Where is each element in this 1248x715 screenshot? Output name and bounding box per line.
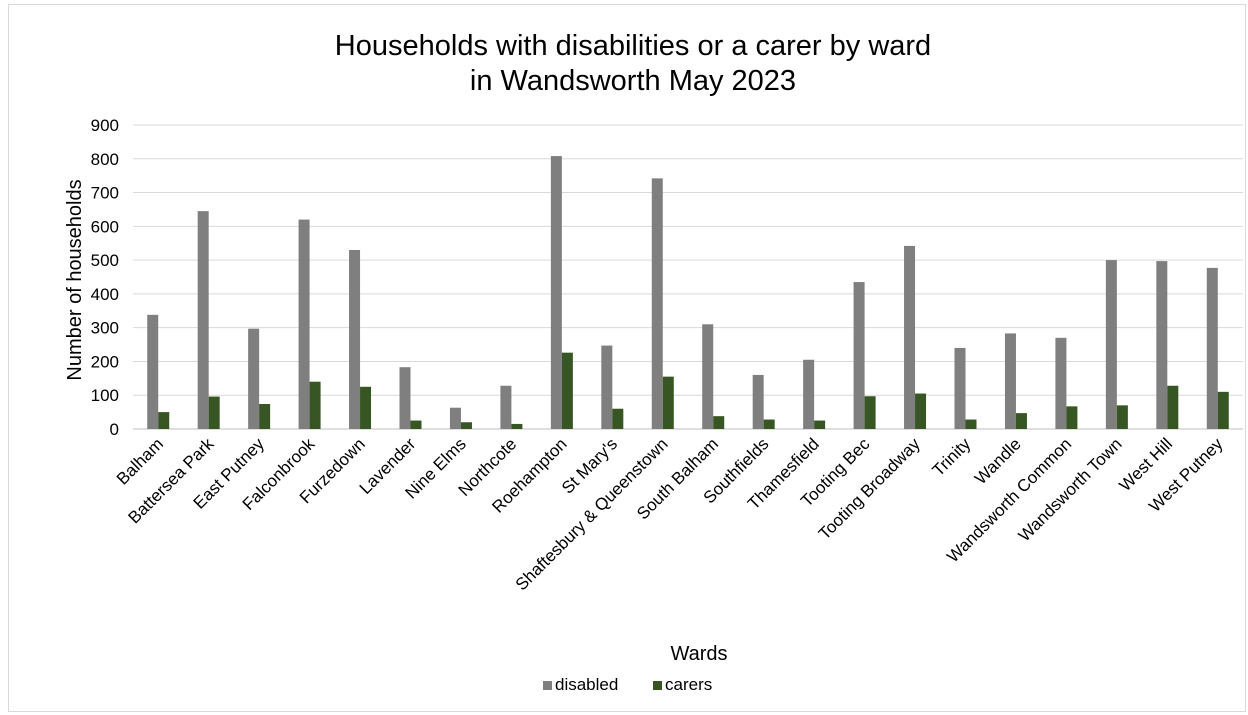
bar-carers-4 [360,386,372,429]
chart-title: Households with disabilities or a carer … [335,30,931,62]
bar-carers-20 [1167,385,1179,429]
bar-carers-9 [612,408,624,429]
bar-carers-21 [1217,391,1229,429]
bar-disabled-18 [1055,337,1067,429]
bar-carers-18 [1066,406,1078,429]
bar-disabled-20 [1156,261,1168,429]
bar-carers-10 [662,376,674,429]
bar-carers-13 [814,420,826,429]
x-tick-label: Battersea Park [125,434,218,527]
chart-subtitle: in Wandsworth May 2023 [470,65,796,97]
bar-carers-17 [1015,413,1027,429]
bar-carers-2 [259,404,271,429]
bar-disabled-11 [702,324,714,429]
legend-swatch-carers [653,681,662,690]
legend: disabled carers [543,675,712,694]
chart-frame: Households with disabilities or a carer … [8,4,1246,712]
x-tick-label: Trinity [929,434,975,480]
bar-carers-12 [763,419,775,429]
y-tick-label: 0 [110,420,119,439]
y-tick-label: 700 [91,184,119,203]
bar-disabled-21 [1206,267,1218,429]
y-tick-label: 400 [91,285,119,304]
bar-disabled-14 [853,282,865,429]
y-axis-title: Number of households [64,179,86,380]
bar-disabled-7 [500,385,512,429]
bar-disabled-12 [752,374,764,429]
legend-label-disabled: disabled [555,675,618,694]
bar-carers-3 [309,381,321,429]
bar-chart: Households with disabilities or a carer … [64,30,1243,694]
legend-swatch-disabled [543,681,552,690]
y-tick-label: 500 [91,251,119,270]
bar-disabled-0 [147,314,159,429]
bar-disabled-19 [1105,260,1117,429]
bar-carers-19 [1116,405,1128,429]
bar-carers-0 [158,412,170,429]
y-tick-label: 600 [91,217,119,236]
bar-disabled-13 [803,359,815,429]
bar-disabled-9 [601,345,613,429]
legend-item-carers: carers [653,675,712,694]
y-tick-label: 200 [91,352,119,371]
bar-disabled-8 [550,156,562,429]
bar-disabled-4 [349,249,361,429]
legend-item-disabled: disabled [543,675,618,694]
bar-carers-8 [561,352,573,429]
y-tick-label: 100 [91,386,119,405]
y-tick-label: 300 [91,319,119,338]
bar-carers-11 [713,416,725,429]
x-axis-title: Wards [670,643,727,665]
bar-disabled-5 [399,367,411,429]
bar-disabled-15 [904,245,916,429]
bar-carers-7 [511,423,523,429]
bar-carers-6 [460,422,472,429]
y-axis-ticks: 0 100 200 300 400 500 600 700 800 900 [91,116,119,439]
bar-disabled-2 [248,328,260,429]
y-tick-label: 800 [91,150,119,169]
bar-carers-15 [915,393,927,429]
bars [147,156,1229,429]
bar-disabled-1 [197,211,209,429]
bar-disabled-6 [449,407,461,429]
bar-disabled-17 [1004,333,1016,429]
legend-label-carers: carers [665,675,712,694]
bar-carers-14 [864,396,876,429]
y-tick-label: 900 [91,116,119,135]
bar-disabled-3 [298,219,310,429]
bar-carers-5 [410,420,422,429]
bar-disabled-10 [651,178,663,429]
bar-carers-1 [208,396,220,429]
bar-disabled-16 [954,347,966,429]
bar-carers-16 [965,419,977,429]
